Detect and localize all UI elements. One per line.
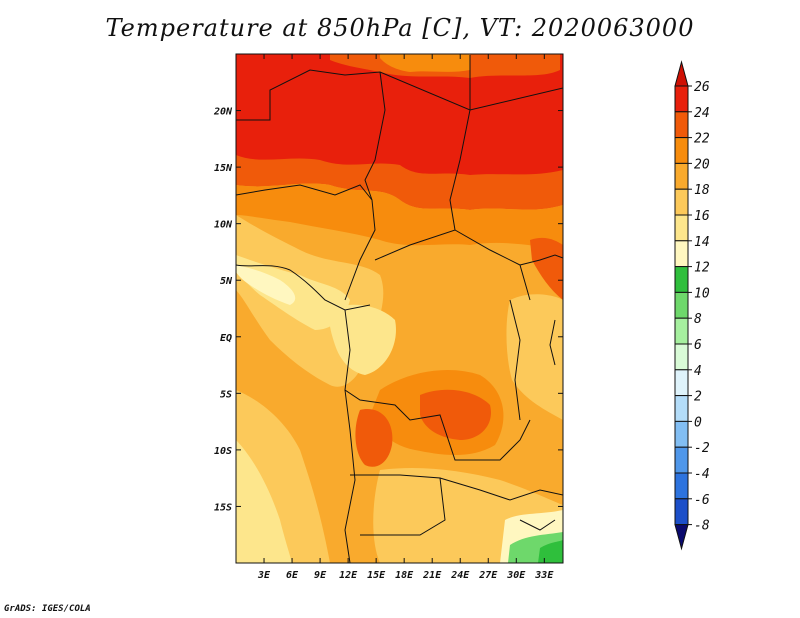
latitude-ticks: 20N 15N 10N 5N EQ 5S 10S 15S: [213, 107, 563, 513]
colorbar-label: 26: [694, 80, 710, 95]
colorbar-segment: [674, 472, 689, 500]
lon-tick-label: 3E: [257, 570, 271, 581]
colorbar-segment: [674, 343, 689, 371]
lat-tick-label: EQ: [220, 333, 232, 344]
field-band-24-angola: [355, 409, 393, 467]
colorbar-segment: [674, 498, 689, 526]
colorbar-segment: [674, 214, 689, 242]
boundary-chad-sudan: [449, 55, 471, 231]
boundary-kenya: [549, 319, 556, 366]
colorbar-label: -2: [694, 441, 710, 456]
colorbar-segment: [674, 266, 689, 293]
map-title: Temperature at 850hPa [C], VT: 202006300…: [105, 14, 695, 42]
colorbar-label: -6: [694, 493, 710, 508]
lon-tick-label: 18E: [395, 570, 414, 581]
colorbar-segment: [674, 446, 689, 474]
colorbar-segment: [674, 111, 689, 139]
colorbar-label: 18: [694, 183, 710, 198]
colorbar-segment: [674, 317, 689, 345]
lat-tick-label: 10N: [214, 220, 233, 231]
lon-tick-label: 27E: [478, 570, 498, 581]
colorbar-label: 20: [694, 157, 710, 172]
field-band-18-east: [506, 294, 563, 420]
lon-tick-label: 33E: [534, 570, 554, 581]
boundary-angola: [350, 474, 446, 536]
colorbar-segment: [674, 137, 689, 164]
boundary-east-lakes: [509, 299, 521, 421]
map-frame: [235, 53, 564, 564]
field-band-24-central: [420, 389, 491, 440]
coast-gulf: [236, 264, 371, 311]
field-band-22-north: [380, 54, 470, 72]
colorbar-label: 12: [694, 261, 710, 276]
colorbar-label: 4: [694, 364, 702, 379]
field-band-16-south: [236, 440, 292, 563]
colorbar-label: 8: [694, 312, 702, 327]
colorbar-label: -8: [694, 519, 710, 534]
colorbar-segment: [674, 162, 689, 190]
colorbar-label: 0: [694, 415, 702, 430]
colorbar-segment: [674, 188, 689, 216]
colorbar-segment: [674, 420, 689, 448]
boundary-sahara: [236, 69, 563, 121]
boundary-zambia: [439, 477, 563, 501]
field-band-16-congo: [329, 304, 396, 375]
field-band-12-se: [538, 540, 563, 563]
lat-tick-label: 15S: [214, 502, 232, 513]
colorbar-label: 14: [694, 235, 710, 250]
boundary-ethiopia: [519, 254, 563, 266]
lon-tick-label: 9E: [314, 570, 327, 581]
colorbar-top-arrow: [674, 60, 689, 87]
field-band-24-east: [530, 237, 563, 300]
lon-tick-label: 21E: [422, 570, 442, 581]
lon-tick-label: 12E: [339, 570, 358, 581]
field-band-14-west: [236, 265, 296, 305]
field-band-26: [236, 54, 563, 175]
longitude-ticks: 3E 6E 9E 12E 15E 18E 21E 24E 27E 30E 33E: [257, 54, 554, 581]
lon-tick-label: 24E: [450, 570, 470, 581]
colorbar-label: 6: [694, 338, 702, 353]
colorbar-segment: [674, 240, 689, 268]
lat-tick-label: 20N: [213, 107, 233, 118]
grads-credit: GrADS: IGES/COLA: [4, 604, 91, 614]
lat-tick-label: 10S: [214, 446, 232, 457]
lat-tick-label: 5S: [220, 389, 232, 400]
boundary-car: [374, 229, 531, 301]
boundary-niger-chad: [364, 71, 386, 201]
boundaries: [236, 55, 563, 563]
boundary-sahel: [236, 184, 373, 201]
colorbar-label: 24: [694, 106, 710, 121]
coast-southwest: [344, 389, 356, 563]
colorbar-label: -4: [694, 467, 710, 482]
colorbar-segment: [674, 369, 689, 397]
boundary-nigeria-cameroon: [344, 199, 376, 301]
lon-tick-label: 30E: [506, 570, 526, 581]
colorbar-bottom-arrow: [674, 524, 689, 551]
lat-tick-label: 15N: [214, 163, 233, 174]
colorbar-label: 10: [694, 286, 710, 301]
colorbar-segment: [674, 291, 689, 319]
boundary-south: [519, 519, 556, 531]
colorbar-label: 16: [694, 209, 710, 224]
colorbar-label: 2: [694, 390, 702, 405]
colorbar-segment: [674, 395, 689, 422]
lon-tick-label: 6E: [286, 570, 299, 581]
colorbar-segment: [674, 85, 689, 113]
lon-tick-label: 15E: [367, 570, 386, 581]
colorbar-label: 22: [694, 132, 710, 147]
field-band-22: [236, 183, 563, 250]
boundary-congo: [344, 309, 531, 461]
lat-tick-label: 5N: [220, 276, 233, 287]
temperature-field: [236, 54, 563, 563]
